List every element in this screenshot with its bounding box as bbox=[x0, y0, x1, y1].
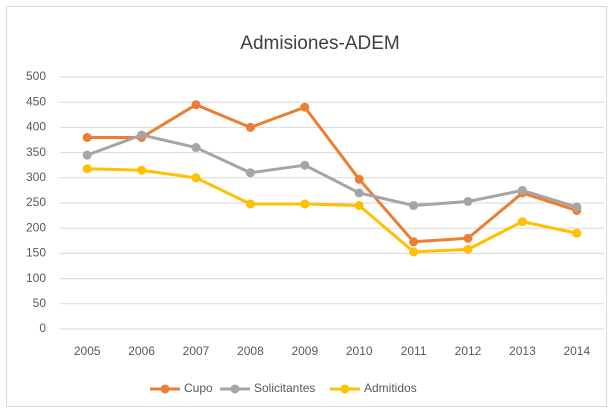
y-tick-label: 200 bbox=[26, 220, 46, 234]
data-point bbox=[191, 100, 201, 110]
x-tick-label: 2008 bbox=[237, 344, 264, 358]
data-point bbox=[137, 130, 147, 140]
data-point bbox=[300, 160, 310, 170]
data-point bbox=[245, 199, 255, 209]
x-tick-label: 2009 bbox=[291, 344, 318, 358]
legend-label: Cupo bbox=[184, 381, 213, 395]
legend-marker bbox=[160, 384, 170, 394]
x-tick-label: 2006 bbox=[128, 344, 155, 358]
chart-title: Admisiones-ADEM bbox=[240, 33, 399, 54]
y-tick-label: 150 bbox=[26, 246, 46, 260]
x-tick-label: 2011 bbox=[401, 344, 427, 358]
data-point bbox=[572, 228, 582, 238]
data-point bbox=[300, 102, 310, 112]
data-point bbox=[572, 202, 582, 212]
data-point bbox=[517, 217, 527, 227]
data-point bbox=[409, 247, 419, 257]
y-tick-label: 0 bbox=[39, 321, 46, 335]
y-tick-label: 100 bbox=[26, 271, 46, 285]
data-point bbox=[463, 244, 473, 254]
legend-marker bbox=[340, 384, 350, 394]
data-point bbox=[463, 196, 473, 206]
data-point bbox=[354, 201, 364, 211]
data-point bbox=[82, 150, 92, 160]
data-point bbox=[354, 174, 364, 184]
data-point bbox=[245, 168, 255, 178]
legend-label: Admitidos bbox=[364, 381, 417, 395]
data-point bbox=[409, 201, 419, 211]
x-tick-label: 2013 bbox=[509, 344, 536, 358]
y-tick-label: 300 bbox=[26, 170, 46, 184]
data-point bbox=[300, 199, 310, 209]
data-point bbox=[517, 185, 527, 195]
data-point bbox=[82, 132, 92, 142]
x-tick-label: 2010 bbox=[346, 344, 373, 358]
y-tick-label: 400 bbox=[26, 120, 46, 134]
series-line bbox=[86, 133, 578, 209]
x-tick-label: 2012 bbox=[455, 344, 482, 358]
legend-label: Solicitantes bbox=[254, 381, 315, 395]
data-point bbox=[354, 188, 364, 198]
y-tick-label: 50 bbox=[33, 296, 47, 310]
legend-marker bbox=[230, 384, 240, 394]
data-point bbox=[245, 122, 255, 132]
y-tick-label: 500 bbox=[26, 69, 46, 83]
y-tick-label: 350 bbox=[26, 145, 46, 159]
data-point bbox=[137, 165, 147, 175]
x-tick-label: 2014 bbox=[563, 344, 590, 358]
data-point bbox=[191, 143, 201, 153]
data-point bbox=[191, 173, 201, 183]
series-line bbox=[87, 167, 578, 254]
data-point bbox=[82, 164, 92, 174]
data-point bbox=[463, 233, 473, 243]
x-tick-label: 2005 bbox=[74, 344, 101, 358]
series-line bbox=[87, 103, 578, 244]
y-tick-label: 450 bbox=[26, 94, 46, 108]
data-point bbox=[409, 237, 419, 247]
x-tick-label: 2007 bbox=[183, 344, 210, 358]
y-tick-label: 250 bbox=[26, 195, 46, 209]
